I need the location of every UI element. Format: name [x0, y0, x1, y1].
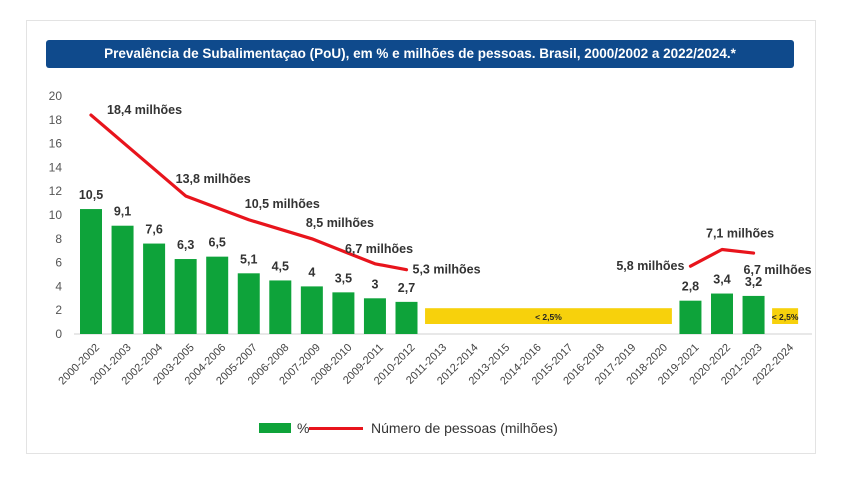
people-value-label: 18,4 milhões — [107, 103, 182, 117]
legend-swatch-people — [309, 426, 363, 430]
bar — [679, 300, 702, 334]
people-value-label: 5,8 milhões — [616, 259, 684, 273]
y-tick-label: 10 — [49, 208, 63, 222]
bar — [363, 298, 386, 334]
people-value-label: 13,8 milhões — [176, 172, 251, 186]
bar-value-label: 9,1 — [114, 205, 131, 219]
people-value-label: 5,3 milhões — [413, 263, 481, 277]
bar-value-label: 4,5 — [272, 259, 289, 273]
bar — [395, 301, 418, 334]
bar — [174, 259, 197, 334]
bar — [111, 225, 134, 334]
bar-value-label: 7,6 — [145, 223, 162, 237]
bar-value-label: 5,1 — [240, 252, 257, 266]
chart-title: Prevalência de Subalimentaçao (PoU), em … — [46, 40, 794, 68]
y-tick-label: 16 — [49, 137, 63, 151]
bar — [80, 209, 102, 334]
bar — [711, 293, 733, 334]
y-tick-label: 8 — [55, 232, 62, 246]
bar-value-label: 3,5 — [335, 271, 352, 285]
threshold-band-label: < 2,5% — [772, 312, 799, 322]
bar — [300, 286, 323, 334]
y-tick-label: 6 — [55, 256, 62, 270]
bar-value-label: 4 — [308, 265, 315, 279]
people-value-label: 8,5 milhões — [306, 216, 374, 230]
y-tick-label: 4 — [55, 279, 62, 293]
chart-card — [26, 20, 816, 454]
y-tick-label: 14 — [49, 160, 63, 174]
people-value-label: 6,7 milhões — [744, 263, 812, 277]
y-tick-label: 0 — [55, 327, 62, 341]
bar-value-label: 3,2 — [745, 275, 762, 289]
y-tick-label: 2 — [55, 303, 62, 317]
threshold-band — [772, 308, 799, 324]
y-tick-label: 20 — [49, 89, 63, 103]
legend-label-people: Número de pessoas (milhões) — [371, 420, 558, 436]
people-value-label: 6,7 milhões — [345, 242, 413, 256]
legend-swatch-percent — [259, 423, 291, 433]
bar-value-label: 2,8 — [682, 280, 699, 294]
bar-value-label: 3,4 — [713, 273, 730, 287]
bar — [269, 280, 292, 334]
bar — [332, 292, 355, 334]
y-tick-label: 18 — [49, 113, 63, 127]
chart-legend: % Número de pessoas (milhões) — [0, 420, 842, 440]
bar-value-label: 10,5 — [79, 188, 103, 202]
people-line-segment — [89, 113, 409, 272]
bar-value-label: 3 — [371, 277, 378, 291]
legend-label-percent: % — [297, 420, 310, 436]
bar — [237, 273, 260, 334]
y-tick-label: 12 — [49, 184, 63, 198]
chart-plot: 0 2 4 6 8 10 12 14 16 18 20 < 2,5% < 2,5% 10,5 9,1 7,6 6… — [49, 89, 812, 387]
bar-value-label: 6,5 — [209, 236, 226, 250]
people-value-label: 10,5 milhões — [245, 197, 320, 211]
bar — [143, 243, 166, 334]
bar-value-label: 6,3 — [177, 238, 194, 252]
legend-item-percent: % — [259, 420, 309, 436]
threshold-band-label: < 2,5% — [535, 312, 562, 322]
bar-value-label: 2,7 — [398, 281, 415, 295]
bar — [742, 295, 765, 334]
threshold-band — [425, 308, 672, 324]
people-value-label: 7,1 milhões — [706, 227, 774, 241]
bar — [206, 256, 229, 334]
legend-item-people: Número de pessoas (milhões) — [309, 420, 558, 436]
people-line-segment — [688, 247, 756, 268]
